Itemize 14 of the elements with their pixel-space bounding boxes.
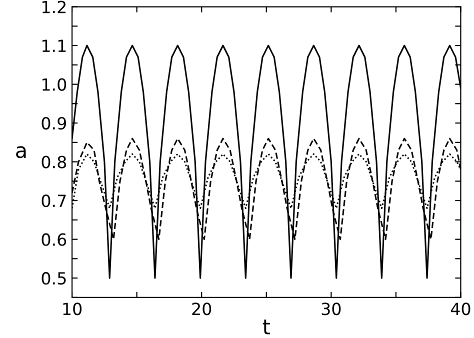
x-axis-title: t <box>262 320 270 334</box>
y-axis-title: a <box>16 146 26 158</box>
y-tick-label: 0.6 <box>42 233 66 246</box>
y-tick-label: 1.1 <box>42 40 66 52</box>
y-tick-label: 0.7 <box>42 194 66 208</box>
y-tick-label: 1.2 <box>42 0 66 14</box>
y-tick-label: 0.5 <box>42 272 66 285</box>
x-tick-label: 10 <box>63 302 82 316</box>
x-tick-label: 40 <box>450 302 470 316</box>
y-tick-label: 1.0 <box>42 78 66 91</box>
x-tick-label: 20 <box>192 302 212 316</box>
y-tick-label: 0.9 <box>42 116 66 130</box>
y-tick-label: 0.8 <box>42 156 66 168</box>
x-tick-label: 30 <box>322 302 341 316</box>
